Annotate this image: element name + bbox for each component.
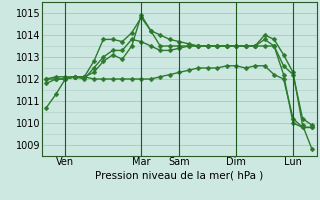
X-axis label: Pression niveau de la mer( hPa ): Pression niveau de la mer( hPa ): [95, 170, 263, 180]
